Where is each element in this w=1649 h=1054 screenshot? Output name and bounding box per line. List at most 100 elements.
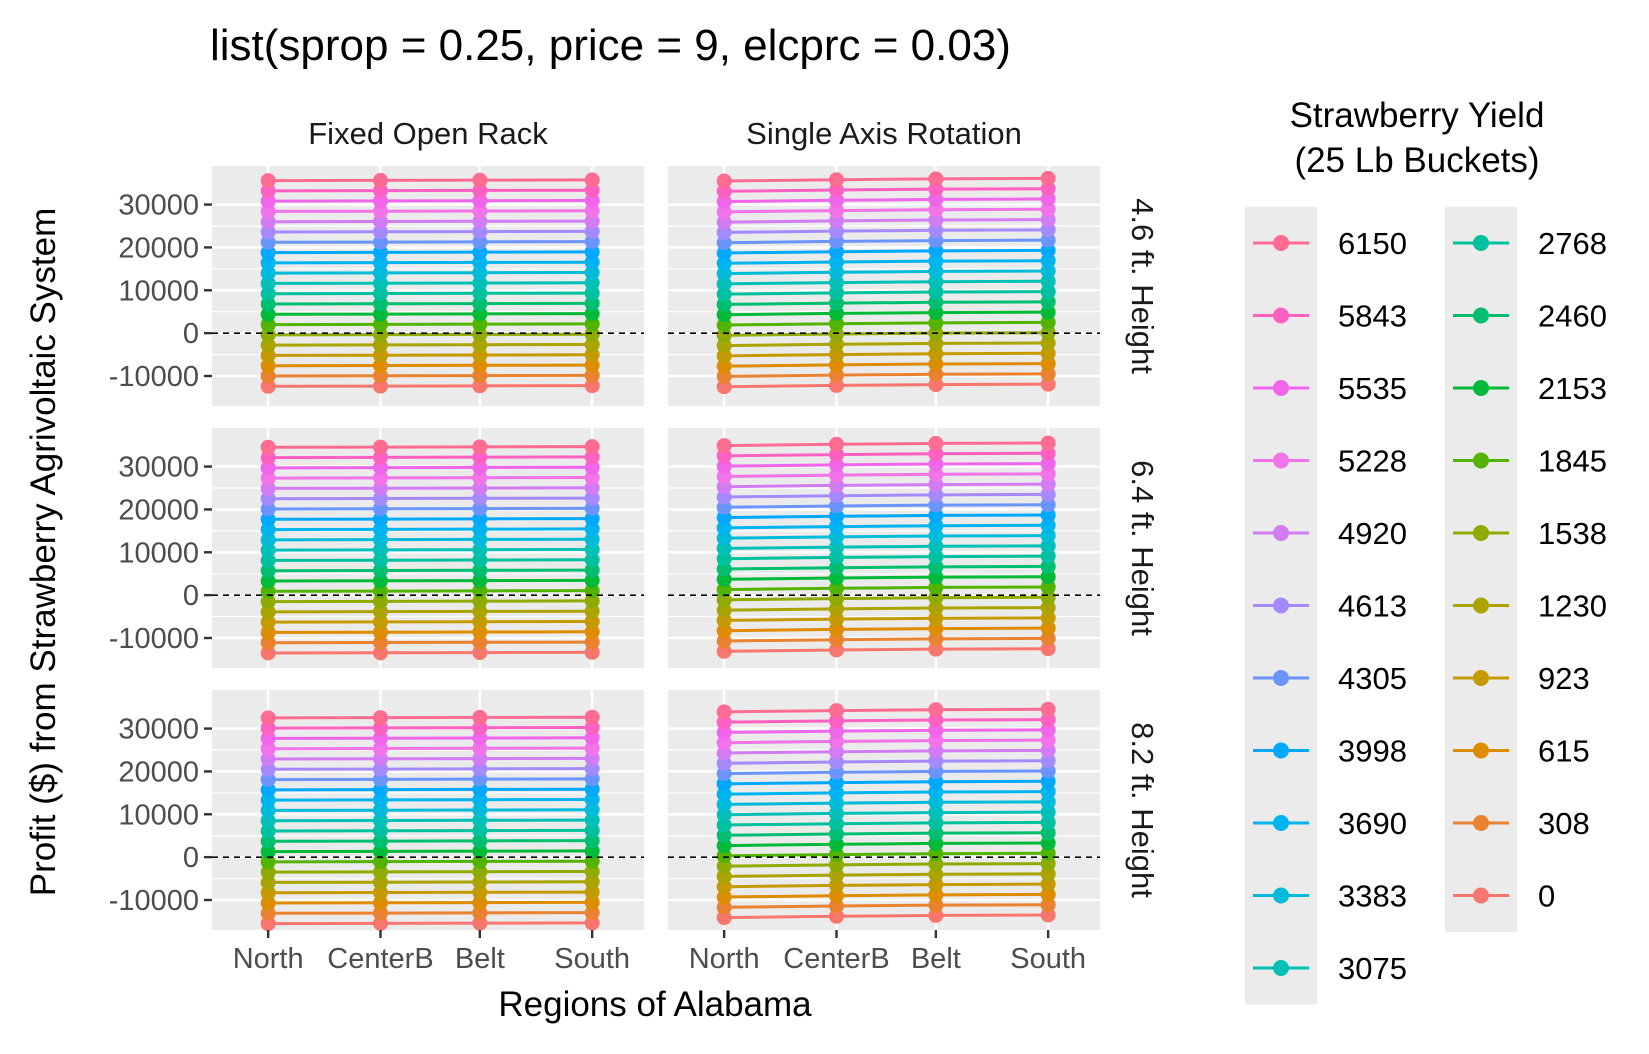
data-point [372, 604, 388, 620]
data-point [828, 192, 844, 208]
data-point [928, 191, 944, 207]
data-point [584, 709, 600, 725]
legend-label: 3383 [1338, 879, 1407, 914]
series-line [724, 800, 1049, 806]
data-point [472, 573, 488, 589]
data-point [716, 348, 732, 364]
data-point [828, 733, 844, 749]
data-point [584, 480, 600, 496]
series-line [724, 647, 1049, 653]
series-line [268, 900, 593, 905]
series-line [724, 300, 1049, 306]
series-line [724, 718, 1049, 724]
data-point [472, 521, 488, 537]
series-line [268, 312, 593, 316]
data-point [260, 460, 276, 476]
data-point [1040, 701, 1056, 717]
data-point [260, 645, 276, 661]
data-point [472, 603, 488, 619]
data-point [260, 844, 276, 860]
data-point [828, 826, 844, 842]
data-point [372, 895, 388, 911]
data-point [828, 908, 844, 924]
data-point [260, 501, 276, 517]
series-line [724, 759, 1049, 765]
data-point [472, 172, 488, 188]
data-point [372, 439, 388, 455]
data-point [928, 621, 944, 637]
data-point [472, 501, 488, 517]
data-point [928, 805, 944, 821]
data-point [584, 213, 600, 229]
data-point [828, 275, 844, 291]
data-point [260, 761, 276, 777]
data-point [828, 295, 844, 311]
data-point [472, 864, 488, 880]
legend-key-point [1473, 742, 1489, 759]
data-point [1040, 742, 1056, 758]
data-point [928, 212, 944, 228]
series-line [268, 599, 593, 604]
data-point [828, 377, 844, 393]
data-point [1040, 476, 1056, 492]
data-point [1040, 784, 1056, 800]
data-point [828, 539, 844, 555]
data-point [716, 266, 732, 282]
data-point [472, 224, 488, 240]
y-tick-label: 10000 [118, 537, 199, 569]
data-point [584, 624, 600, 640]
data-point [472, 449, 488, 465]
data-point [928, 743, 944, 759]
data-point [260, 511, 276, 527]
data-point [372, 730, 388, 746]
data-point [260, 730, 276, 746]
data-point [260, 635, 276, 651]
data-point [828, 877, 844, 893]
series-line [268, 859, 593, 864]
data-point [928, 712, 944, 728]
data-point [828, 519, 844, 535]
data-point [928, 284, 944, 300]
facet-strip-label: 4.6 ft. Height [1125, 198, 1160, 374]
data-point [1040, 712, 1056, 728]
data-point [372, 593, 388, 609]
series-line [268, 271, 593, 275]
data-point [372, 193, 388, 209]
data-point [584, 905, 600, 921]
data-point [584, 521, 600, 537]
legend-label: 3998 [1338, 734, 1407, 769]
data-point [372, 751, 388, 767]
data-point [828, 570, 844, 586]
series-line [268, 609, 593, 614]
data-point [372, 460, 388, 476]
legend-label: 2460 [1538, 299, 1607, 334]
series-line [724, 636, 1049, 643]
data-point [716, 338, 732, 354]
data-point [584, 295, 600, 311]
data-point [828, 508, 844, 524]
legend-key-point [1273, 670, 1289, 686]
data-point [472, 843, 488, 859]
data-point [260, 874, 276, 890]
data-point [372, 573, 388, 589]
data-point [372, 813, 388, 828]
series-line [268, 353, 593, 357]
data-point [928, 907, 944, 923]
data-point [372, 337, 388, 353]
legend-key-point [1273, 307, 1289, 324]
series-line [268, 578, 593, 583]
legend-label: 1230 [1538, 589, 1607, 624]
series-line [724, 544, 1049, 550]
data-point [260, 802, 276, 818]
data-point [372, 823, 388, 839]
series-line [724, 728, 1049, 734]
data-point [928, 753, 944, 769]
data-point [372, 214, 388, 229]
data-point [716, 735, 732, 751]
data-point [928, 549, 944, 565]
data-point [472, 511, 488, 527]
data-point [584, 750, 600, 766]
data-point [260, 563, 276, 579]
data-point [472, 884, 488, 900]
data-point [372, 347, 388, 363]
